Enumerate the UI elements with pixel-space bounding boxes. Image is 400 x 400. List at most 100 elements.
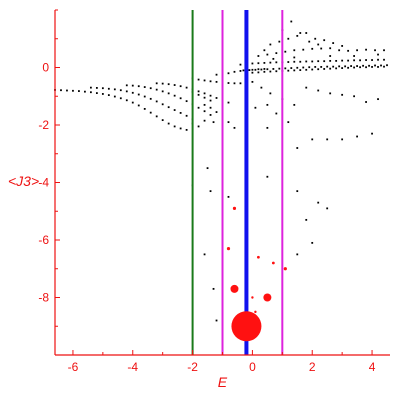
data-point xyxy=(161,103,164,106)
data-point xyxy=(329,59,332,62)
data-point xyxy=(251,68,254,71)
data-point xyxy=(365,101,367,103)
data-point xyxy=(185,114,188,117)
data-point xyxy=(119,89,122,92)
red-point xyxy=(256,255,260,259)
data-point xyxy=(329,55,332,57)
data-point xyxy=(185,128,188,131)
red-series xyxy=(226,206,287,342)
data-point xyxy=(305,60,308,63)
data-point xyxy=(78,90,80,92)
x-tick-label: 2 xyxy=(309,360,316,374)
data-point xyxy=(66,89,68,92)
data-point xyxy=(131,84,134,87)
data-point xyxy=(263,68,266,70)
data-point xyxy=(347,66,350,69)
data-point xyxy=(251,71,254,74)
x-tick-label: -6 xyxy=(68,360,79,374)
data-point xyxy=(293,69,296,72)
data-point xyxy=(242,69,245,72)
vertical-lines xyxy=(191,10,284,355)
data-point xyxy=(155,115,158,118)
data-point xyxy=(296,147,299,149)
data-point xyxy=(248,69,251,71)
data-point xyxy=(143,95,146,98)
black-series xyxy=(54,20,388,322)
data-point xyxy=(167,92,170,95)
data-point xyxy=(305,32,308,34)
data-point xyxy=(155,88,158,91)
data-point xyxy=(203,103,206,106)
data-point xyxy=(179,127,182,130)
data-point xyxy=(323,68,326,70)
data-point xyxy=(287,61,290,63)
data-point xyxy=(137,85,140,88)
data-point xyxy=(326,65,329,68)
data-point xyxy=(314,37,317,40)
data-point xyxy=(254,106,257,109)
data-point xyxy=(203,253,206,256)
data-point xyxy=(296,34,299,37)
data-point xyxy=(254,68,257,71)
data-point xyxy=(95,87,98,89)
red-point xyxy=(231,311,262,342)
x-tick-label: -4 xyxy=(127,360,138,374)
data-point xyxy=(215,111,218,113)
data-point xyxy=(131,91,134,94)
data-point xyxy=(239,82,242,85)
data-point xyxy=(197,90,200,93)
data-point xyxy=(179,112,182,114)
data-point xyxy=(137,104,140,107)
data-point xyxy=(260,86,263,89)
y-tick-label: -6 xyxy=(38,233,49,247)
data-point xyxy=(227,195,230,198)
data-point xyxy=(233,70,236,73)
data-point xyxy=(305,218,308,221)
data-point xyxy=(311,47,314,50)
data-point xyxy=(302,48,305,51)
data-point xyxy=(296,253,299,256)
data-point xyxy=(365,66,367,69)
data-point xyxy=(383,58,385,61)
data-point xyxy=(215,97,218,99)
data-point xyxy=(308,40,311,43)
data-point xyxy=(173,109,176,111)
red-point xyxy=(271,261,275,265)
data-point xyxy=(353,55,356,57)
data-point xyxy=(263,49,266,52)
data-point xyxy=(350,65,353,67)
data-point xyxy=(203,96,206,99)
data-point xyxy=(341,67,344,69)
data-point xyxy=(317,89,320,92)
data-point xyxy=(263,62,266,64)
red-point xyxy=(283,267,287,271)
data-point xyxy=(374,64,376,67)
data-point xyxy=(329,92,332,95)
data-point xyxy=(335,59,338,62)
data-point xyxy=(338,65,341,68)
data-point xyxy=(353,95,356,98)
data-point xyxy=(143,108,146,110)
data-point xyxy=(362,64,364,67)
data-point xyxy=(209,80,212,83)
data-point xyxy=(320,66,323,68)
data-point xyxy=(377,58,379,61)
data-point xyxy=(215,73,218,76)
data-point xyxy=(311,241,314,244)
data-point xyxy=(380,64,382,67)
data-point xyxy=(311,60,314,63)
data-point xyxy=(278,67,281,70)
data-point xyxy=(263,70,266,73)
x-tick-label: -2 xyxy=(187,360,198,374)
data-point xyxy=(257,71,260,74)
data-point xyxy=(203,92,206,95)
data-point xyxy=(215,319,218,322)
data-point xyxy=(293,103,296,106)
data-point xyxy=(155,82,158,85)
data-point xyxy=(179,85,182,88)
data-point xyxy=(341,138,344,141)
data-point xyxy=(227,101,230,104)
data-point xyxy=(293,49,296,52)
data-point xyxy=(233,126,236,129)
